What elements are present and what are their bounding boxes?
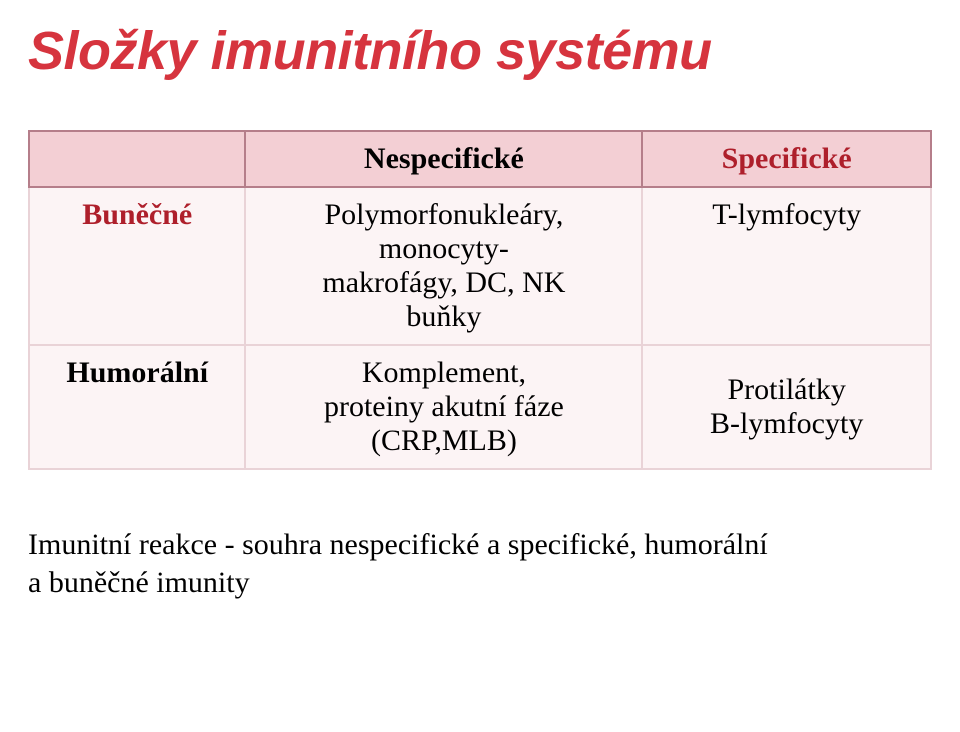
table-header-nonspecific: Nespecifické — [245, 131, 642, 187]
row-head: Humorální — [29, 345, 245, 469]
table-header-row: Nespecifické Specifické — [29, 131, 931, 187]
table-body: BuněčnéPolymorfonukleáry, monocyty- makr… — [29, 187, 931, 469]
footer-text: Imunitní reakce - souhra nespecifické a … — [28, 526, 932, 601]
cell-nonspecific: Polymorfonukleáry, monocyty- makrofágy, … — [245, 187, 642, 345]
table-header-specific: Specifické — [642, 131, 931, 187]
table-header-blank — [29, 131, 245, 187]
page-title: Složky imunitního systému — [28, 20, 932, 82]
table-row: BuněčnéPolymorfonukleáry, monocyty- makr… — [29, 187, 931, 345]
components-table: Nespecifické Specifické BuněčnéPolymorfo… — [28, 130, 932, 470]
table-container: Nespecifické Specifické BuněčnéPolymorfo… — [28, 130, 932, 470]
cell-nonspecific: Komplement, proteiny akutní fáze (CRP,ML… — [245, 345, 642, 469]
cell-specific: T-lymfocyty — [642, 187, 931, 345]
row-head: Buněčné — [29, 187, 245, 345]
cell-specific: Protilátky B-lymfocyty — [642, 345, 931, 469]
slide-page: Složky imunitního systému Nespecifické S… — [0, 0, 960, 732]
table-row: HumorálníKomplement, proteiny akutní fáz… — [29, 345, 931, 469]
